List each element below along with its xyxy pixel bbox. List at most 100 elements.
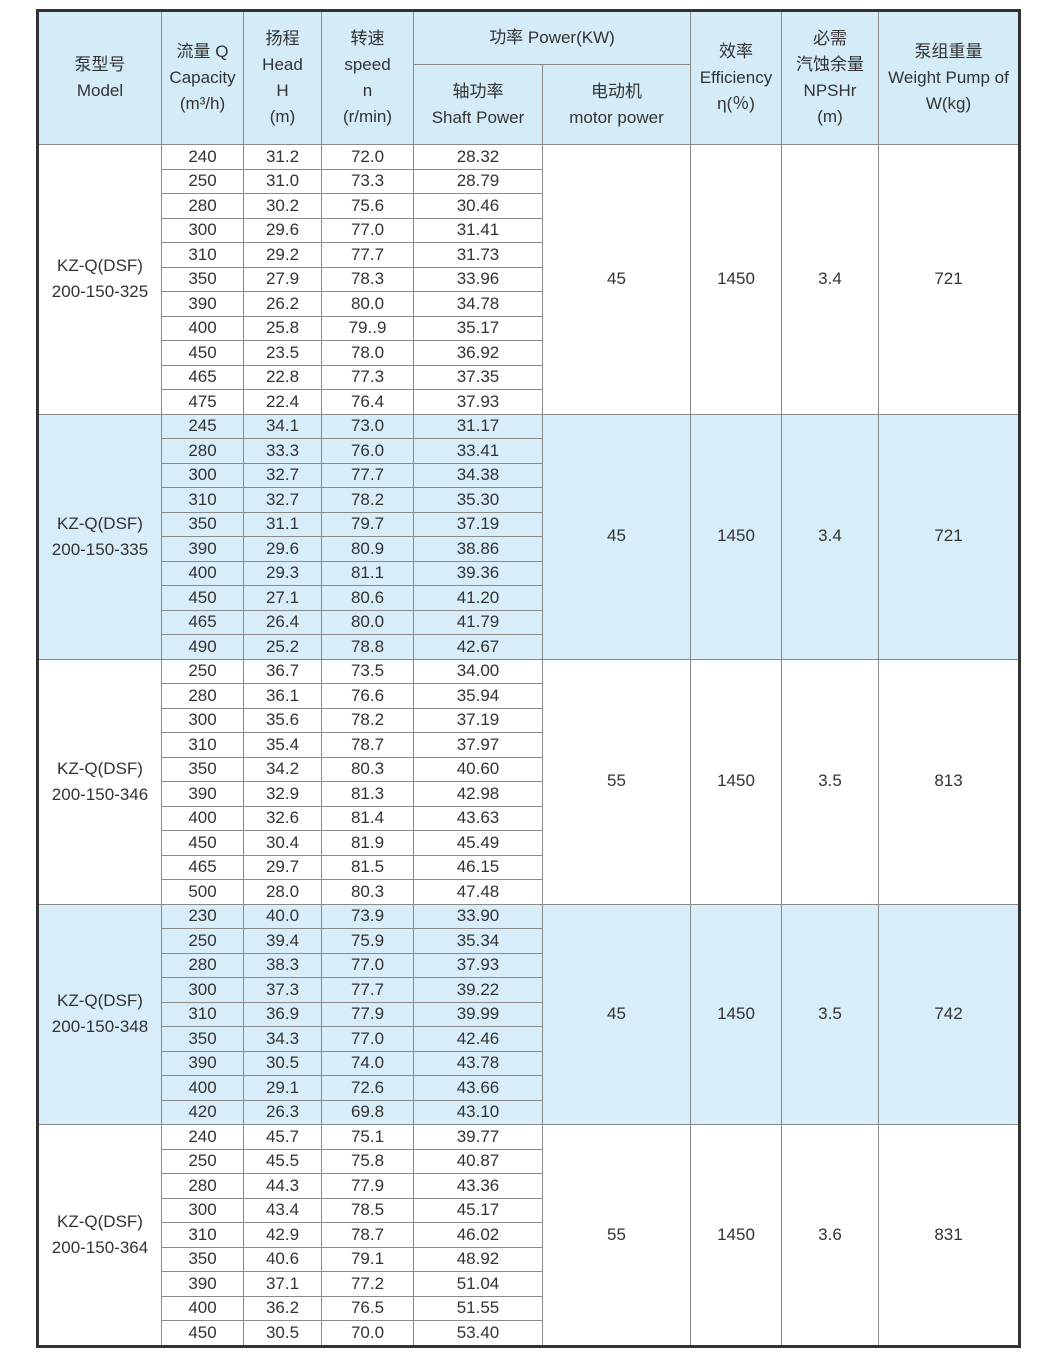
shaft-power-cell: 33.96 xyxy=(413,266,543,292)
weight-cell: 721 xyxy=(878,413,1020,660)
speed-cell: 81.1 xyxy=(321,560,414,586)
capacity-cell: 350 xyxy=(161,1246,244,1272)
speed-cell: 75.9 xyxy=(321,928,414,954)
capacity-cell: 230 xyxy=(161,903,244,929)
speed-cell: 77.0 xyxy=(321,217,414,243)
head-cell: 26.4 xyxy=(243,609,322,635)
model-name: KZ-Q(DSF) xyxy=(57,1211,143,1231)
shaft-power-cell: 30.46 xyxy=(413,193,543,219)
head-cell: 33.3 xyxy=(243,438,322,464)
header-motor-power: 电动机 motor power xyxy=(542,64,691,145)
speed-cell: 76.6 xyxy=(321,683,414,709)
header-npshr: 必需 汽蚀余量 NPSHr (m) xyxy=(781,10,879,145)
head-cell: 42.9 xyxy=(243,1222,322,1248)
table-row: 450 23.5 78.0 36.92 xyxy=(38,340,1020,366)
shaft-power-cell: 41.20 xyxy=(413,585,543,611)
shaft-power-cell: 39.36 xyxy=(413,560,543,586)
capacity-cell: 300 xyxy=(161,217,244,243)
head-cell: 34.1 xyxy=(243,413,322,439)
table-row: 280 44.3 77.9 43.36 xyxy=(38,1173,1020,1199)
table-row: 310 42.9 78.7 46.02 xyxy=(38,1222,1020,1248)
capacity-cell: 280 xyxy=(161,1173,244,1199)
head-cell: 45.5 xyxy=(243,1148,322,1174)
capacity-cell: 250 xyxy=(161,168,244,194)
efficiency-cell: 1450 xyxy=(690,1124,782,1347)
motor-power-cell: 55 xyxy=(542,658,691,905)
model-cell: KZ-Q(DSF) 200-150-335 xyxy=(37,413,162,660)
shaft-power-cell: 43.36 xyxy=(413,1173,543,1199)
speed-cell: 80.6 xyxy=(321,585,414,611)
speed-cell: 77.7 xyxy=(321,242,414,268)
table-row: 350 34.2 80.3 40.60 xyxy=(38,756,1020,782)
capacity-cell: 475 xyxy=(161,389,244,415)
shaft-power-cell: 39.99 xyxy=(413,1001,543,1027)
speed-cell: 78.7 xyxy=(321,1222,414,1248)
npshr-cell: 3.4 xyxy=(781,413,879,660)
capacity-cell: 465 xyxy=(161,609,244,635)
capacity-cell: 490 xyxy=(161,634,244,660)
efficiency-cell: 1450 xyxy=(690,903,782,1125)
table-row: 400 36.2 76.5 51.55 xyxy=(38,1295,1020,1321)
head-cell: 36.7 xyxy=(243,658,322,684)
speed-cell: 81.3 xyxy=(321,781,414,807)
table-row: 280 30.2 75.6 30.46 xyxy=(38,193,1020,219)
speed-cell: 80.3 xyxy=(321,879,414,905)
npshr-cell: 3.4 xyxy=(781,144,879,415)
speed-cell: 74.0 xyxy=(321,1050,414,1076)
weight-cell: 813 xyxy=(878,658,1020,905)
speed-cell: 78.7 xyxy=(321,732,414,758)
speed-cell: 78.2 xyxy=(321,707,414,733)
head-cell: 31.1 xyxy=(243,511,322,537)
head-cell: 29.6 xyxy=(243,217,322,243)
capacity-cell: 280 xyxy=(161,683,244,709)
shaft-power-cell: 36.92 xyxy=(413,340,543,366)
shaft-power-cell: 37.97 xyxy=(413,732,543,758)
table-row: 350 40.6 79.1 48.92 xyxy=(38,1246,1020,1272)
head-cell: 26.2 xyxy=(243,291,322,317)
shaft-power-cell: 31.17 xyxy=(413,413,543,439)
speed-cell: 75.1 xyxy=(321,1124,414,1150)
table-row: 400 25.8 79..9 35.17 xyxy=(38,315,1020,341)
capacity-cell: 390 xyxy=(161,1271,244,1297)
model-name: 200-150-335 xyxy=(51,539,149,559)
table-row: 420 26.3 69.8 43.10 xyxy=(38,1099,1020,1125)
capacity-cell: 350 xyxy=(161,756,244,782)
speed-cell: 75.8 xyxy=(321,1148,414,1174)
speed-cell: 77.0 xyxy=(321,952,414,978)
capacity-cell: 450 xyxy=(161,1320,244,1347)
table-row: 390 30.5 74.0 43.78 xyxy=(38,1050,1020,1076)
model-name: KZ-Q(DSF) xyxy=(57,758,143,778)
shaft-power-cell: 35.94 xyxy=(413,683,543,709)
head-cell: 22.8 xyxy=(243,364,322,390)
speed-cell: 81.9 xyxy=(321,830,414,856)
head-cell: 37.3 xyxy=(243,977,322,1003)
speed-cell: 78.2 xyxy=(321,487,414,513)
capacity-cell: 390 xyxy=(161,536,244,562)
head-cell: 31.0 xyxy=(243,168,322,194)
shaft-power-cell: 37.19 xyxy=(413,707,543,733)
table-row: 450 27.1 80.6 41.20 xyxy=(38,585,1020,611)
shaft-power-cell: 40.60 xyxy=(413,756,543,782)
table-row: 500 28.0 80.3 47.48 xyxy=(38,879,1020,905)
speed-cell: 79..9 xyxy=(321,315,414,341)
capacity-cell: 390 xyxy=(161,1050,244,1076)
shaft-power-cell: 28.32 xyxy=(413,144,543,170)
head-cell: 45.7 xyxy=(243,1124,322,1150)
table-row: 400 32.6 81.4 43.63 xyxy=(38,805,1020,831)
speed-cell: 73.3 xyxy=(321,168,414,194)
shaft-power-cell: 34.78 xyxy=(413,291,543,317)
model-cell: KZ-Q(DSF) 200-150-325 xyxy=(37,144,162,415)
capacity-cell: 310 xyxy=(161,732,244,758)
speed-cell: 77.7 xyxy=(321,462,414,488)
speed-cell: 79.1 xyxy=(321,1246,414,1272)
header-capacity: 流量 Q Capacity (m³/h) xyxy=(161,10,244,145)
head-cell: 30.4 xyxy=(243,830,322,856)
table-row: 465 29.7 81.5 46.15 xyxy=(38,854,1020,880)
table-row: 310 32.7 78.2 35.30 xyxy=(38,487,1020,513)
shaft-power-cell: 38.86 xyxy=(413,536,543,562)
speed-cell: 69.8 xyxy=(321,1099,414,1125)
table-row: 350 31.1 79.7 37.19 xyxy=(38,511,1020,537)
capacity-cell: 400 xyxy=(161,805,244,831)
shaft-power-cell: 37.93 xyxy=(413,952,543,978)
head-cell: 30.5 xyxy=(243,1050,322,1076)
